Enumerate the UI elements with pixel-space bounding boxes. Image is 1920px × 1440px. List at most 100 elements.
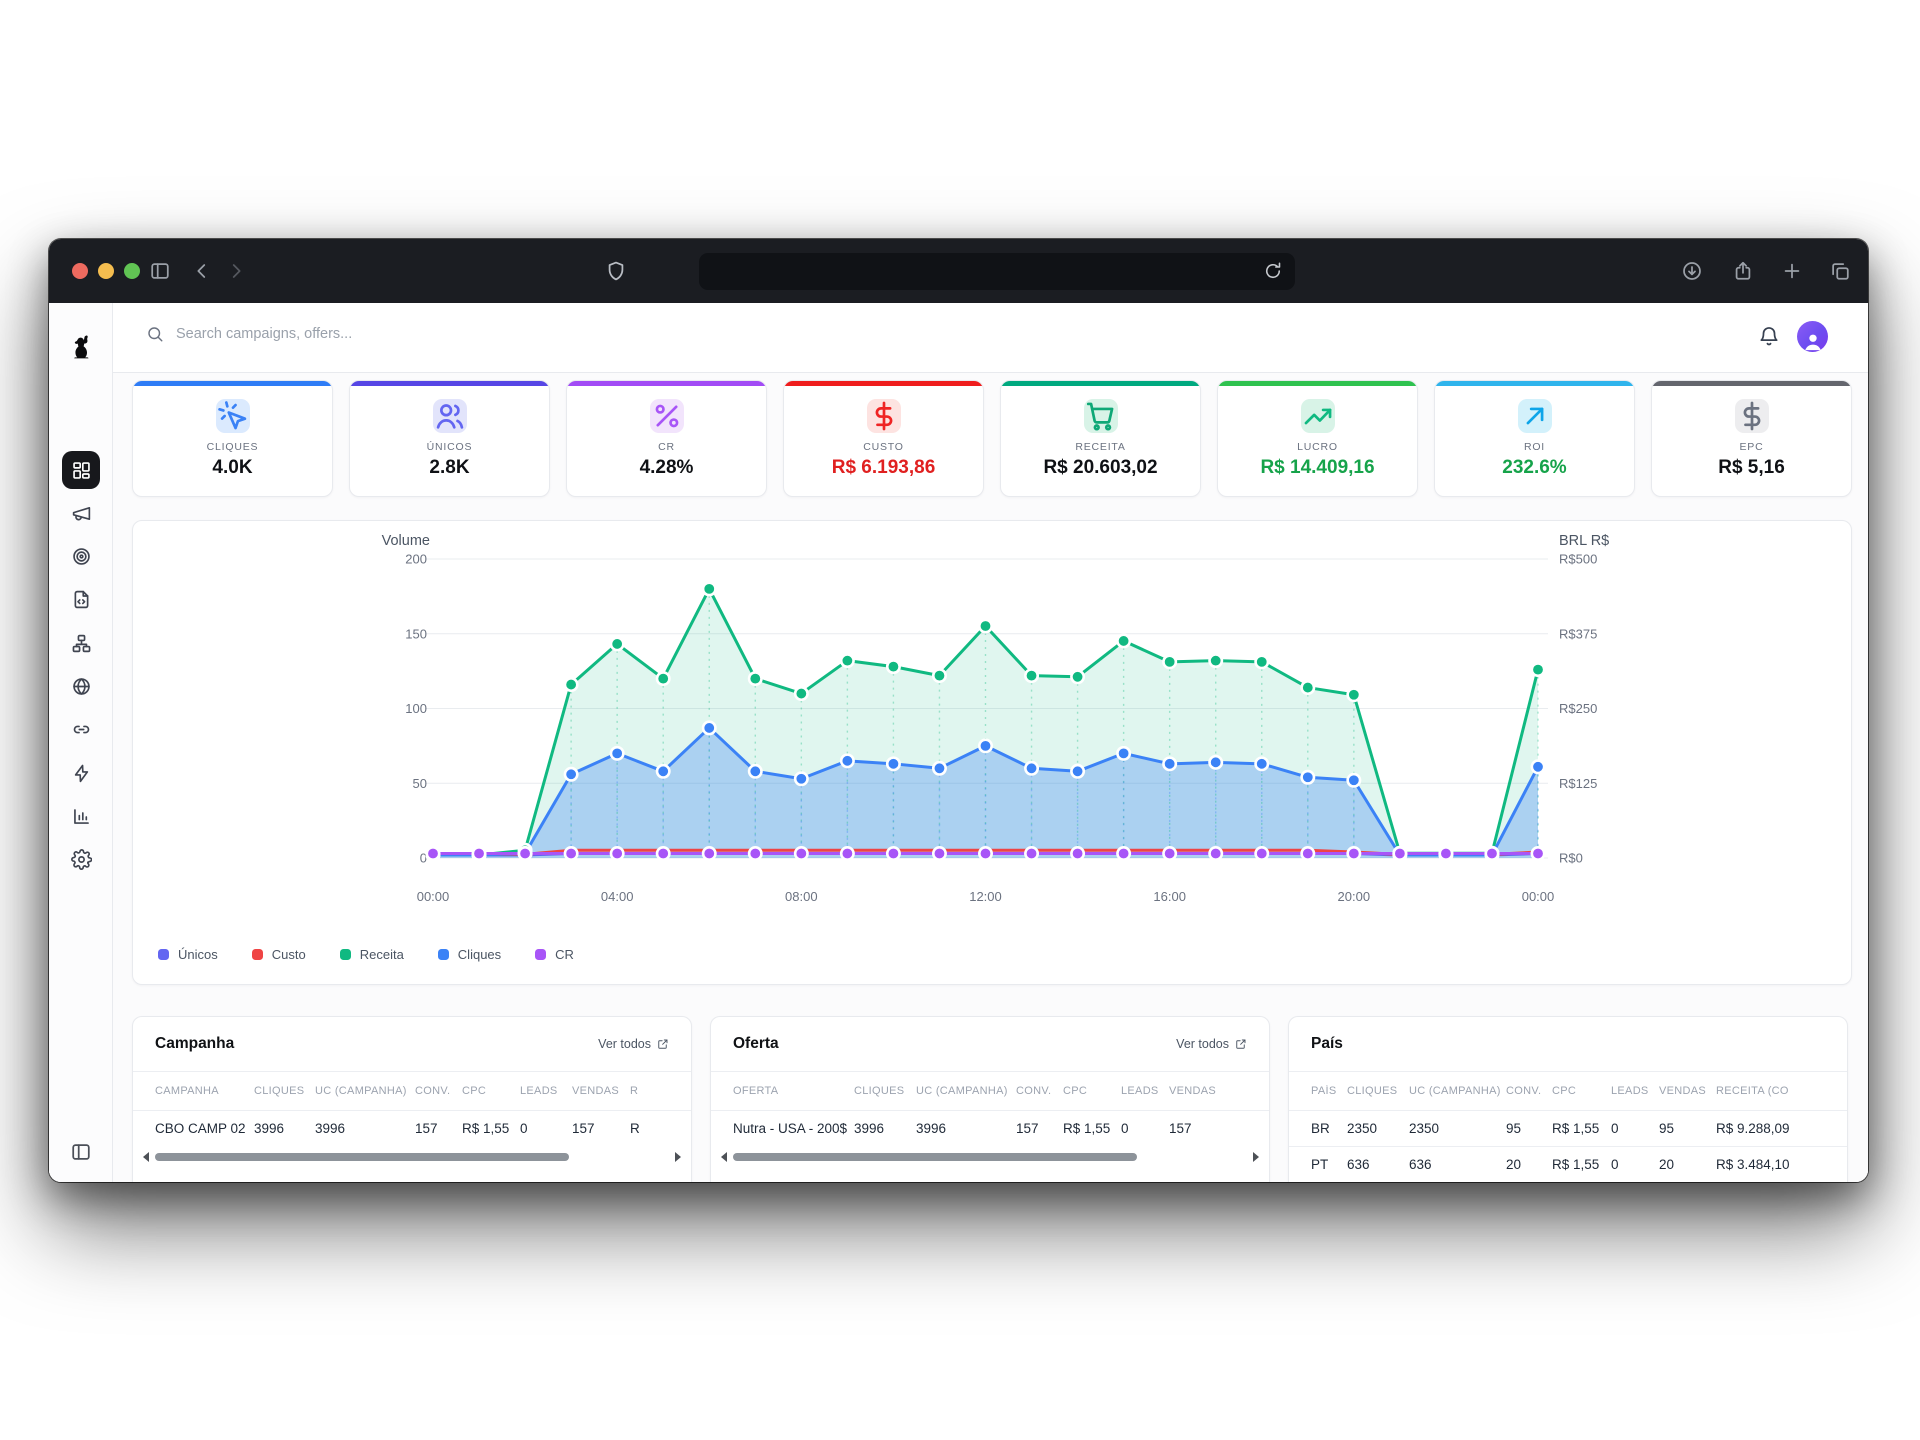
share-icon[interactable] xyxy=(1732,260,1754,282)
scroll-right-arrow-icon[interactable] xyxy=(1253,1152,1259,1162)
forward-icon[interactable] xyxy=(225,260,247,282)
browser-sidebar-toggle-icon[interactable] xyxy=(149,260,171,282)
table-cell: 157 xyxy=(1169,1121,1192,1136)
svg-text:16:00: 16:00 xyxy=(1153,889,1186,904)
svg-text:R$0: R$0 xyxy=(1559,851,1583,866)
column-header: PAÍS xyxy=(1311,1085,1337,1097)
close-window-button[interactable] xyxy=(72,263,88,279)
percent-icon xyxy=(649,399,684,433)
column-header: LEADS xyxy=(1611,1085,1649,1097)
svg-text:BRL R$: BRL R$ xyxy=(1559,533,1609,549)
sidebar-item-links[interactable] xyxy=(62,711,100,749)
browser-window: CLIQUES 4.0K ÚNICOS 2.8K CR 4.28% CUSTO R$ 6.19… xyxy=(49,239,1868,1182)
sidebar-item-funnels[interactable] xyxy=(62,624,100,662)
app-header xyxy=(113,303,1868,373)
bar-chart-icon xyxy=(71,806,92,827)
sidebar-item-dashboard[interactable] xyxy=(62,451,100,489)
sidebar-item-landers[interactable] xyxy=(62,581,100,619)
sidebar-item-domains[interactable] xyxy=(62,668,100,706)
scroll-left-arrow-icon[interactable] xyxy=(143,1152,149,1162)
scrollbar-thumb[interactable] xyxy=(155,1153,570,1161)
kpi-label: EPC xyxy=(1739,441,1764,453)
scrollbar-thumb[interactable] xyxy=(733,1153,1137,1161)
back-icon[interactable] xyxy=(191,260,213,282)
kpi-card-custo: CUSTO R$ 6.193,86 xyxy=(783,380,984,497)
svg-text:0: 0 xyxy=(420,851,427,866)
kpi-card-roi: ROI 232.6% xyxy=(1434,380,1635,497)
notifications-bell-icon[interactable] xyxy=(1758,325,1780,347)
shield-privacy-icon[interactable] xyxy=(605,260,627,282)
column-header: OFERTA xyxy=(733,1085,779,1097)
tab-overview-icon[interactable] xyxy=(1829,260,1851,282)
view-all-link[interactable]: Ver todos xyxy=(1176,1037,1247,1051)
network-icon xyxy=(71,633,92,654)
table-cell: R xyxy=(630,1121,640,1136)
legend-item-receita[interactable]: Receita xyxy=(339,947,404,962)
sidebar-item-automation[interactable] xyxy=(62,754,100,792)
kpi-accent-bar xyxy=(1001,381,1200,386)
table-card-header: Campanha Ver todos xyxy=(133,1017,691,1072)
column-header: RECEITA (CO xyxy=(1716,1085,1789,1097)
kpi-value: 2.8K xyxy=(429,457,470,478)
sidebar-collapse-icon[interactable] xyxy=(70,1141,92,1163)
sidebar xyxy=(49,303,113,1182)
svg-text:R$125: R$125 xyxy=(1559,776,1597,791)
sidebar-item-offers[interactable] xyxy=(62,538,100,576)
svg-text:08:00: 08:00 xyxy=(785,889,818,904)
column-header: CPC xyxy=(1552,1085,1577,1097)
table-cell: 0 xyxy=(1121,1121,1129,1136)
table-cell: R$ 1,55 xyxy=(1552,1157,1600,1172)
column-header: VENDAS xyxy=(572,1085,620,1097)
reload-icon[interactable] xyxy=(1263,261,1283,281)
table-title: Oferta xyxy=(733,1035,779,1052)
svg-text:100: 100 xyxy=(405,701,427,716)
table-cell: 3996 xyxy=(854,1121,885,1136)
svg-text:50: 50 xyxy=(413,776,427,791)
column-header: CONV. xyxy=(1016,1085,1052,1097)
view-all-label: Ver todos xyxy=(1176,1037,1229,1051)
column-header: R xyxy=(630,1085,639,1097)
kpi-value: R$ 20.603,02 xyxy=(1043,457,1158,478)
zoom-window-button[interactable] xyxy=(124,263,140,279)
scroll-right-arrow-icon[interactable] xyxy=(675,1152,681,1162)
kpi-label: CLIQUES xyxy=(206,441,259,453)
kpi-card-receita: RECEITA R$ 20.603,02 xyxy=(1000,380,1201,497)
horizontal-scrollbar[interactable] xyxy=(721,1148,1259,1166)
legend-item-cliques[interactable]: Cliques xyxy=(437,947,501,962)
sidebar-item-reports[interactable] xyxy=(62,797,100,835)
dollar-icon xyxy=(1734,399,1769,433)
legend-swatch xyxy=(339,949,351,960)
sidebar-item-campaigns[interactable] xyxy=(62,494,100,532)
legend-item-únicos[interactable]: Únicos xyxy=(158,947,218,962)
horizontal-scrollbar[interactable] xyxy=(143,1148,681,1166)
content-area: CLIQUES 4.0K ÚNICOS 2.8K CR 4.28% CUSTO R$ 6.19… xyxy=(113,303,1868,1182)
scroll-left-arrow-icon[interactable] xyxy=(721,1152,727,1162)
chart-legend: Únicos Custo Receita Cliques CR xyxy=(158,947,574,962)
target-icon xyxy=(71,546,92,567)
table-cell: 2350 xyxy=(1409,1121,1440,1136)
legend-label: Únicos xyxy=(178,947,218,962)
address-bar[interactable] xyxy=(699,253,1295,290)
table-card-campanha: Campanha Ver todos CAMPANHA CLIQUES UC (CAMP… xyxy=(132,1016,692,1182)
column-header: UC (CAMPANHA) xyxy=(1409,1085,1501,1097)
dashboard-main: CLIQUES 4.0K ÚNICOS 2.8K CR 4.28% CUSTO R$ 6.19… xyxy=(113,373,1868,1182)
user-icon xyxy=(1804,334,1821,351)
kpi-accent-bar xyxy=(567,381,766,386)
svg-text:00:00: 00:00 xyxy=(417,889,450,904)
kpi-value: R$ 5,16 xyxy=(1718,457,1785,478)
cart-icon xyxy=(1083,399,1118,433)
view-all-link[interactable]: Ver todos xyxy=(598,1037,669,1051)
table-cell: 20 xyxy=(1506,1157,1522,1172)
legend-item-cr[interactable]: CR xyxy=(535,947,574,962)
downloads-icon[interactable] xyxy=(1681,260,1703,282)
new-tab-icon[interactable] xyxy=(1781,260,1803,282)
user-avatar[interactable] xyxy=(1797,321,1828,352)
app-logo-dog-icon[interactable] xyxy=(67,333,94,360)
minimize-window-button[interactable] xyxy=(98,263,114,279)
table-cell: BR xyxy=(1311,1121,1330,1136)
svg-text:04:00: 04:00 xyxy=(601,889,634,904)
search-input[interactable] xyxy=(176,326,1006,342)
sidebar-item-settings[interactable] xyxy=(62,841,100,879)
legend-swatch xyxy=(535,949,547,960)
legend-item-custo[interactable]: Custo xyxy=(251,947,306,962)
